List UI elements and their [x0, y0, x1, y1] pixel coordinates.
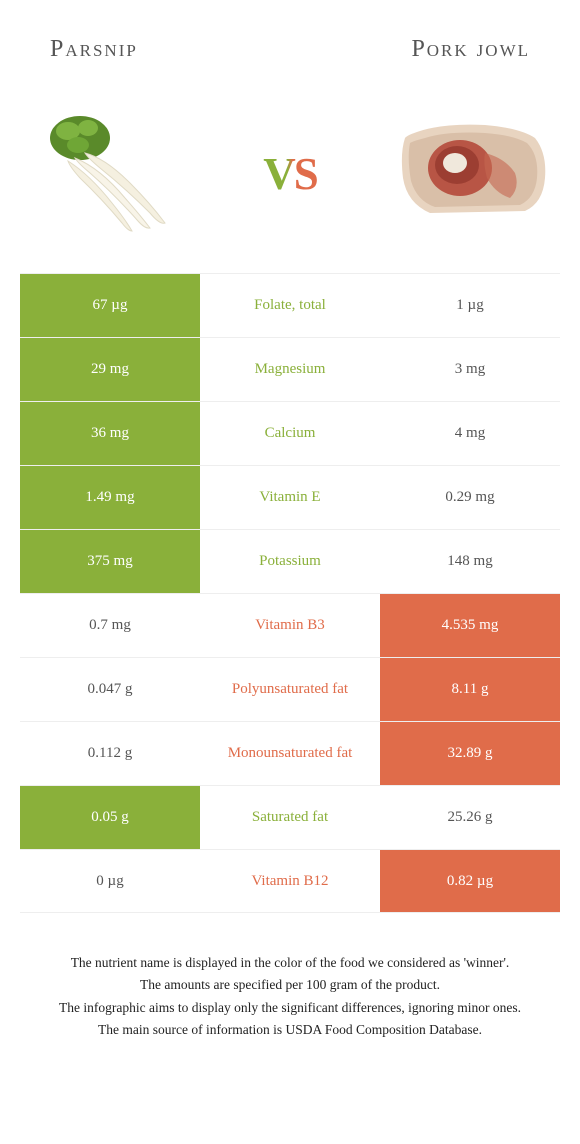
footnote-line: The amounts are specified per 100 gram o… [30, 975, 550, 995]
right-value: 0.82 µg [380, 850, 560, 912]
left-value: 29 mg [20, 338, 200, 401]
table-row: 0.7 mgVitamin B34.535 mg [20, 593, 560, 657]
table-row: 0.05 gSaturated fat25.26 g [20, 785, 560, 849]
left-value: 375 mg [20, 530, 200, 593]
nutrient-label: Vitamin E [200, 466, 380, 529]
vs-label: vs [263, 131, 317, 205]
table-row: 67 µgFolate, total1 µg [20, 273, 560, 337]
right-value: 0.29 mg [380, 466, 560, 529]
left-food-image [20, 93, 200, 243]
footnote-line: The main source of information is USDA F… [30, 1020, 550, 1040]
left-value: 1.49 mg [20, 466, 200, 529]
left-value: 67 µg [20, 274, 200, 337]
left-value: 36 mg [20, 402, 200, 465]
right-value: 1 µg [380, 274, 560, 337]
table-row: 0.047 gPolyunsaturated fat8.11 g [20, 657, 560, 721]
footnote-line: The infographic aims to display only the… [30, 998, 550, 1018]
nutrient-label: Vitamin B12 [200, 850, 380, 912]
right-value: 3 mg [380, 338, 560, 401]
left-food-title: Parsnip [50, 36, 138, 63]
right-value: 32.89 g [380, 722, 560, 785]
left-value: 0.112 g [20, 722, 200, 785]
left-value: 0 µg [20, 850, 200, 912]
table-row: 0 µgVitamin B120.82 µg [20, 849, 560, 913]
nutrient-label: Potassium [200, 530, 380, 593]
nutrient-label: Monounsaturated fat [200, 722, 380, 785]
footnotes: The nutrient name is displayed in the co… [0, 913, 580, 1040]
nutrient-label: Polyunsaturated fat [200, 658, 380, 721]
right-value: 25.26 g [380, 786, 560, 849]
nutrient-label: Folate, total [200, 274, 380, 337]
header: Parsnip Pork jowl [0, 0, 580, 83]
right-food-image [380, 93, 560, 243]
nutrient-label: Saturated fat [200, 786, 380, 849]
nutrient-label: Magnesium [200, 338, 380, 401]
left-value: 0.047 g [20, 658, 200, 721]
table-row: 1.49 mgVitamin E0.29 mg [20, 465, 560, 529]
right-food-title: Pork jowl [411, 36, 530, 63]
right-value: 148 mg [380, 530, 560, 593]
table-row: 375 mgPotassium148 mg [20, 529, 560, 593]
nutrient-label: Calcium [200, 402, 380, 465]
footnote-line: The nutrient name is displayed in the co… [30, 953, 550, 973]
left-value: 0.05 g [20, 786, 200, 849]
left-value: 0.7 mg [20, 594, 200, 657]
right-value: 8.11 g [380, 658, 560, 721]
nutrient-label: Vitamin B3 [200, 594, 380, 657]
nutrient-table: 67 µgFolate, total1 µg29 mgMagnesium3 mg… [20, 273, 560, 913]
table-row: 29 mgMagnesium3 mg [20, 337, 560, 401]
vs-row: vs [0, 83, 580, 273]
table-row: 36 mgCalcium4 mg [20, 401, 560, 465]
right-value: 4.535 mg [380, 594, 560, 657]
table-row: 0.112 gMonounsaturated fat32.89 g [20, 721, 560, 785]
right-value: 4 mg [380, 402, 560, 465]
